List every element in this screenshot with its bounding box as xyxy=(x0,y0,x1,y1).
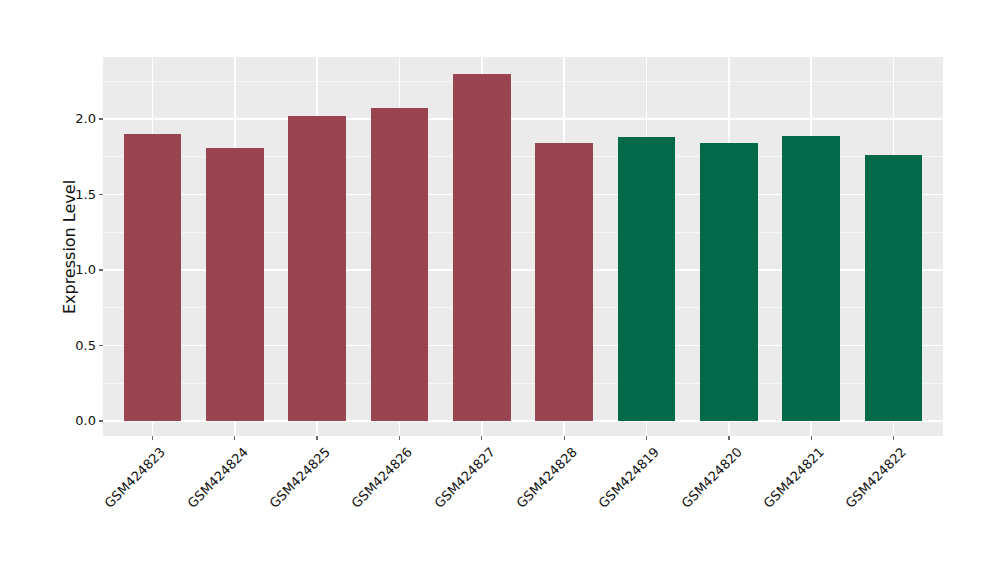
bar xyxy=(371,108,429,421)
x-axis-tick xyxy=(152,436,153,440)
bar xyxy=(618,137,676,421)
bar xyxy=(535,143,593,421)
x-tick-label: GSM424821 xyxy=(761,445,826,510)
x-tick-label: GSM424822 xyxy=(844,445,909,510)
x-axis-tick xyxy=(234,436,235,440)
x-axis-tick xyxy=(646,436,647,440)
y-tick-label: 1.0 xyxy=(0,263,96,276)
bar xyxy=(865,155,923,421)
y-axis-tick xyxy=(99,194,103,195)
y-axis-tick xyxy=(99,420,103,421)
y-tick-label: 0.0 xyxy=(0,414,96,427)
y-axis-tick xyxy=(99,345,103,346)
bar xyxy=(206,148,264,421)
gridline-minor-horizontal xyxy=(103,81,943,82)
x-tick-label: GSM424823 xyxy=(102,445,167,510)
gridline-major-horizontal xyxy=(103,118,943,120)
bar xyxy=(453,74,511,421)
y-axis-tick xyxy=(99,118,103,119)
bar xyxy=(288,116,346,421)
y-tick-label: 1.5 xyxy=(0,188,96,201)
x-tick-label: GSM424824 xyxy=(185,445,250,510)
x-axis-tick xyxy=(728,436,729,440)
y-tick-label: 0.5 xyxy=(0,339,96,352)
plot-panel xyxy=(103,57,943,436)
x-tick-label: GSM424820 xyxy=(679,445,744,510)
bar xyxy=(124,134,182,421)
y-tick-label: 2.0 xyxy=(0,112,96,125)
x-axis-tick xyxy=(893,436,894,440)
x-axis-tick xyxy=(481,436,482,440)
x-tick-label: GSM424828 xyxy=(514,445,579,510)
x-tick-label: GSM424826 xyxy=(350,445,415,510)
bar xyxy=(700,143,758,421)
x-axis-tick xyxy=(564,436,565,440)
x-axis-tick xyxy=(316,436,317,440)
x-tick-label: GSM424819 xyxy=(597,445,662,510)
x-tick-label: GSM424825 xyxy=(267,445,332,510)
bar xyxy=(782,136,840,421)
x-axis-tick xyxy=(399,436,400,440)
figure: Expression Level 0.00.51.01.52.0GSM42482… xyxy=(0,0,1000,580)
x-axis-tick xyxy=(811,436,812,440)
x-tick-label: GSM424827 xyxy=(432,445,497,510)
y-axis-tick xyxy=(99,269,103,270)
